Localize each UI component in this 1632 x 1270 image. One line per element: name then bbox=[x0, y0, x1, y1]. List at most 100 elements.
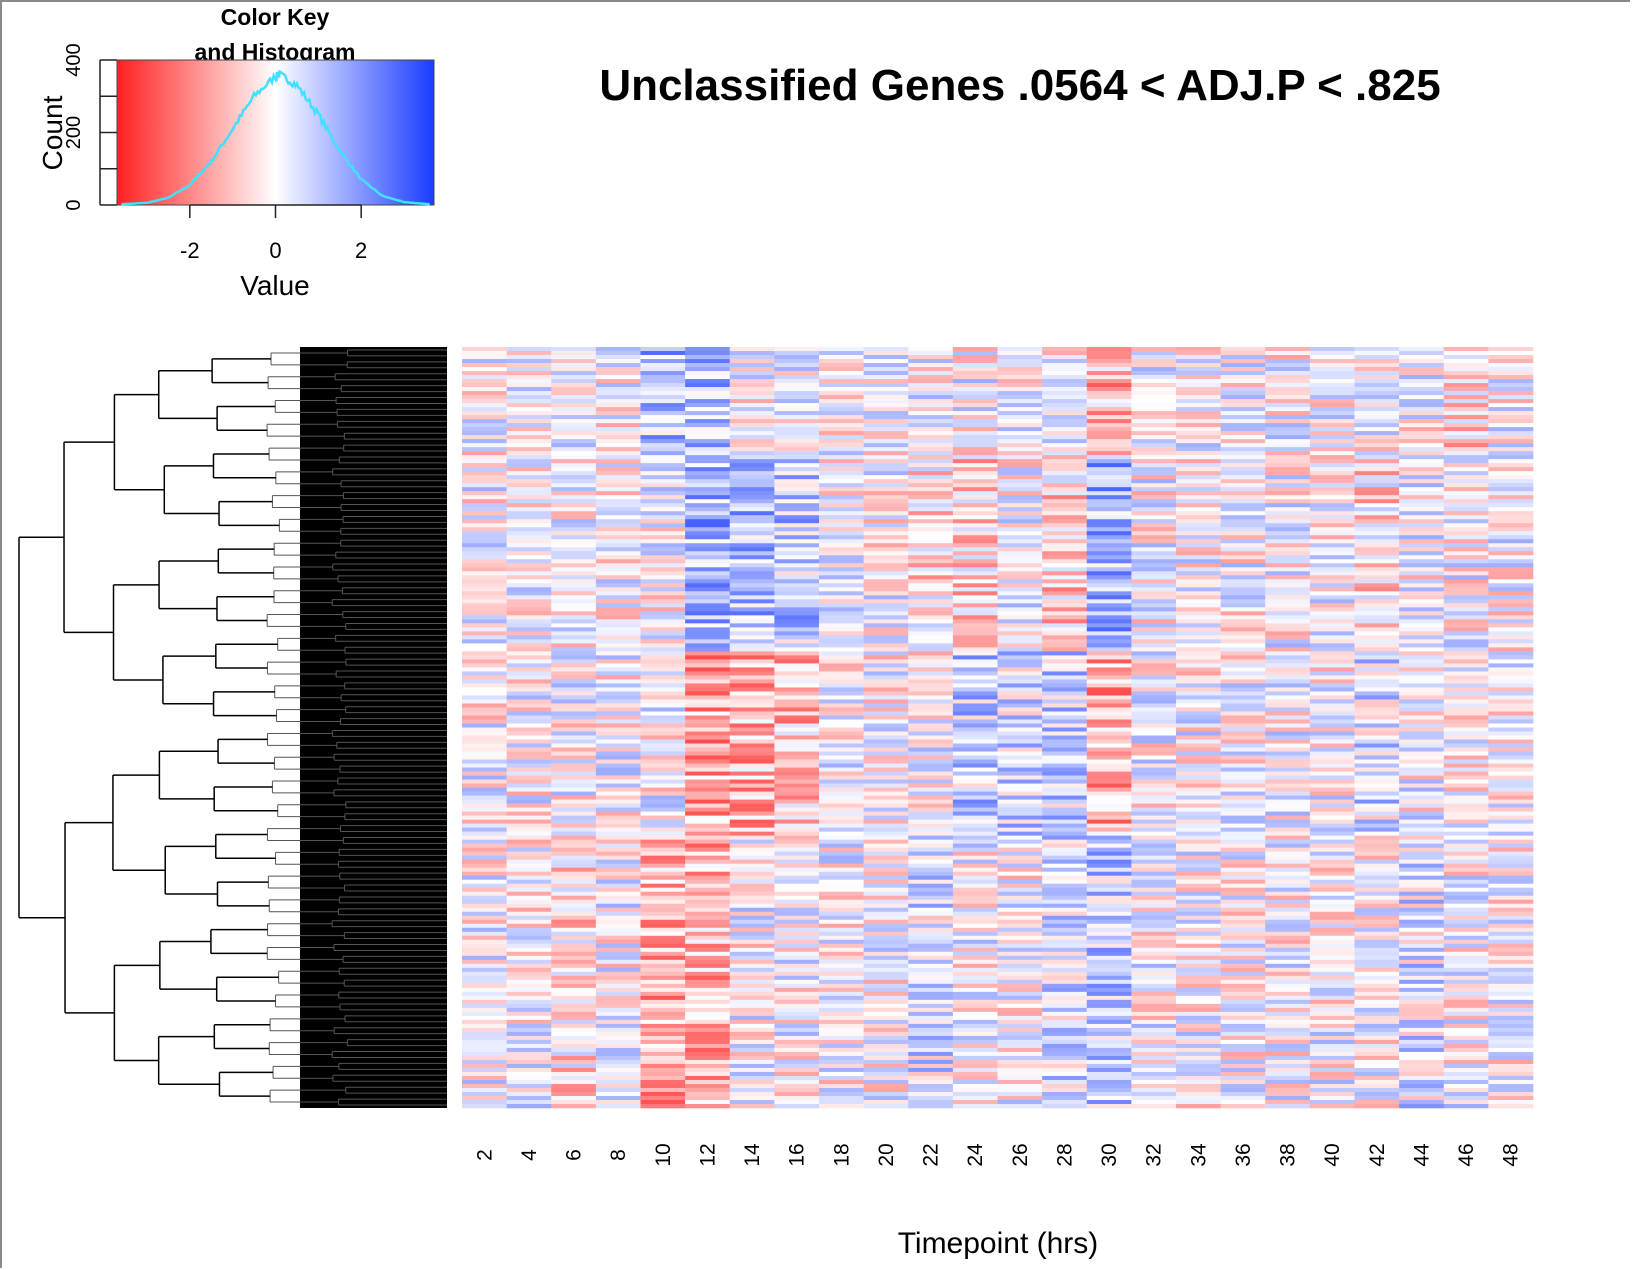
heatmap-cell bbox=[462, 927, 507, 933]
heatmap-cell bbox=[551, 567, 597, 572]
heatmap-cell bbox=[1309, 651, 1355, 656]
heatmap-cell bbox=[1176, 1067, 1221, 1073]
heatmap-cell bbox=[595, 1087, 641, 1093]
heatmap-cell bbox=[1443, 615, 1489, 620]
heatmap-cell bbox=[1354, 891, 1400, 897]
heatmap-cell bbox=[774, 915, 820, 921]
heatmap-cell bbox=[1086, 927, 1132, 933]
heatmap-cell bbox=[908, 847, 954, 852]
heatmap-cell bbox=[1042, 679, 1088, 684]
heatmap-cell bbox=[1354, 471, 1400, 476]
heatmap-cell bbox=[1042, 967, 1088, 973]
heatmap-cell bbox=[1176, 595, 1221, 600]
heatmap-cell bbox=[863, 647, 909, 652]
heatmap-cell bbox=[1220, 603, 1266, 608]
heatmap-cell bbox=[640, 911, 686, 917]
heatmap-cell bbox=[506, 831, 552, 836]
heatmap-cell bbox=[1220, 967, 1266, 973]
heatmap-cell bbox=[685, 535, 731, 540]
heatmap-cell bbox=[1176, 907, 1221, 913]
heatmap-cell bbox=[595, 567, 641, 572]
heatmap-cell bbox=[551, 383, 597, 388]
heatmap-cell bbox=[1399, 915, 1445, 921]
heatmap-cell bbox=[1042, 599, 1088, 604]
heatmap-cell bbox=[1220, 883, 1266, 889]
heatmap-cell bbox=[685, 503, 731, 508]
heatmap-cell bbox=[1309, 511, 1355, 516]
heatmap-cell bbox=[462, 935, 507, 941]
heatmap-cell bbox=[685, 811, 731, 816]
heatmap-cell bbox=[551, 475, 597, 480]
heatmap-cell bbox=[952, 807, 998, 812]
heatmap-cell bbox=[729, 471, 775, 476]
heatmap-cell bbox=[1086, 763, 1132, 768]
heatmap-cell bbox=[1220, 1079, 1266, 1085]
heatmap-cell bbox=[1176, 879, 1221, 885]
heatmap-cell bbox=[1131, 419, 1177, 424]
heatmap-cell bbox=[551, 443, 597, 448]
column-label: 14 bbox=[741, 1143, 764, 1167]
heatmap-cell bbox=[551, 827, 597, 832]
heatmap-cell bbox=[640, 679, 686, 684]
heatmap-cell bbox=[1220, 855, 1266, 860]
heatmap-cell bbox=[595, 431, 641, 436]
heatmap-cell bbox=[1265, 1023, 1311, 1029]
heatmap-cell bbox=[1220, 979, 1266, 985]
heatmap-cell bbox=[729, 751, 775, 756]
heatmap-cell bbox=[551, 559, 597, 564]
heatmap-cell bbox=[729, 571, 775, 576]
heatmap-cell bbox=[551, 471, 597, 476]
heatmap-cell bbox=[997, 879, 1043, 885]
heatmap-cell bbox=[819, 547, 864, 552]
heatmap-cell bbox=[462, 839, 507, 844]
heatmap-cell bbox=[1042, 1071, 1088, 1077]
heatmap-cell bbox=[1220, 619, 1266, 624]
heatmap-cell bbox=[462, 447, 507, 452]
heatmap-cell bbox=[1443, 875, 1489, 880]
heatmap-cell bbox=[819, 383, 864, 388]
heatmap-cell bbox=[685, 515, 731, 520]
heatmap-cell bbox=[997, 359, 1043, 364]
heatmap-cell bbox=[908, 939, 954, 945]
heatmap-cell bbox=[863, 719, 909, 724]
heatmap-cell bbox=[1488, 391, 1534, 396]
heatmap-cell bbox=[1488, 835, 1534, 840]
heatmap-cell bbox=[551, 623, 597, 628]
heatmap-cell bbox=[1488, 955, 1534, 961]
heatmap-cell bbox=[774, 519, 820, 524]
heatmap-cell bbox=[1042, 879, 1088, 885]
heatmap-cell bbox=[685, 895, 731, 901]
heatmap-cell bbox=[1354, 643, 1400, 648]
heatmap-cell bbox=[1265, 751, 1311, 756]
heatmap-cell bbox=[551, 375, 597, 380]
heatmap-cell bbox=[1220, 519, 1266, 524]
heatmap-cell bbox=[952, 431, 998, 436]
heatmap-cell bbox=[551, 711, 597, 716]
heatmap-cell bbox=[819, 463, 864, 468]
heatmap-cell bbox=[1309, 851, 1355, 856]
heatmap-cell bbox=[1131, 767, 1177, 772]
heatmap-cell bbox=[1354, 1095, 1400, 1101]
heatmap-cell bbox=[729, 991, 775, 997]
heatmap-cell bbox=[952, 515, 998, 520]
heatmap-cell bbox=[1265, 355, 1311, 360]
heatmap-cell bbox=[506, 427, 552, 432]
heatmap-cell bbox=[595, 1015, 641, 1021]
heatmap-cell bbox=[640, 407, 686, 412]
heatmap-cell bbox=[1354, 715, 1400, 720]
heatmap-cell bbox=[1354, 567, 1400, 572]
heatmap-cell bbox=[595, 503, 641, 508]
heatmap-cell bbox=[1086, 407, 1132, 412]
heatmap-cell bbox=[1131, 719, 1177, 724]
heatmap-cell bbox=[1042, 507, 1088, 512]
heatmap-cell bbox=[1354, 1091, 1400, 1097]
heatmap-cell bbox=[506, 955, 552, 961]
heatmap-cell bbox=[1399, 427, 1445, 432]
heatmap-cell bbox=[1488, 779, 1534, 784]
heatmap-cell bbox=[1220, 527, 1266, 532]
heatmap-cell bbox=[1265, 991, 1311, 997]
heatmap-cell bbox=[685, 427, 731, 432]
heatmap-cell bbox=[1354, 875, 1400, 880]
heatmap-cell bbox=[1131, 1103, 1177, 1109]
heatmap-cell bbox=[729, 935, 775, 941]
